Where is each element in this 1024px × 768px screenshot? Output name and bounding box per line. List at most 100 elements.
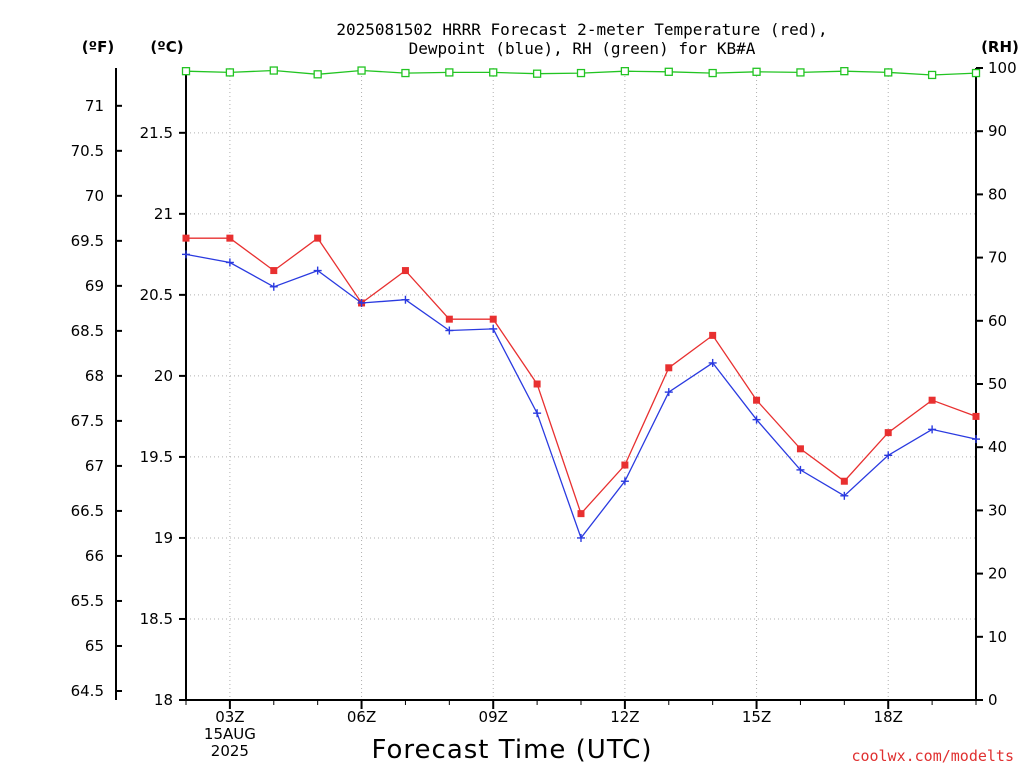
dewpoint-point: [708, 358, 717, 367]
temperature-point: [182, 234, 190, 242]
rh-tick-label: 60: [988, 312, 1007, 330]
fahrenheit-tick-label: 65.5: [71, 592, 104, 610]
dewpoint-point: [884, 451, 893, 460]
dewpoint-point: [620, 477, 629, 486]
dewpoint-point: [840, 491, 849, 500]
temperature-point: [533, 380, 541, 388]
x-tick-label: 09Z: [479, 708, 508, 726]
celsius-tick-label: 18.5: [140, 610, 173, 628]
rh-tick-label: 50: [988, 375, 1007, 393]
fahrenheit-tick-label: 70: [85, 187, 104, 205]
rh-point: [664, 67, 673, 76]
dewpoint-point: [664, 388, 673, 397]
rh-point: [313, 70, 322, 79]
x-tick-label: 2025: [211, 742, 249, 760]
dewpoint-point: [269, 282, 278, 291]
fahrenheit-tick-label: 69: [85, 277, 104, 295]
rh-point: [620, 67, 630, 76]
temperature-point: [840, 477, 848, 485]
x-tick-label: 15AUG: [204, 725, 256, 743]
fahrenheit-tick-label: 67.5: [71, 412, 104, 430]
temperature-point: [401, 267, 409, 275]
fahrenheit-tick-label: 68: [85, 367, 104, 385]
rh-tick-label: 40: [988, 438, 1007, 456]
dewpoint-point: [928, 425, 937, 434]
dewpoint-point: [533, 409, 542, 418]
axes: 18 18.5 19 19.5 20 20.5 21 21.5 64.5 65 65.5 66 66.5…: [71, 59, 1017, 709]
series-layer: [181, 66, 981, 542]
temperature-point: [226, 234, 234, 242]
dewpoint-point: [577, 533, 585, 542]
temperature-point: [577, 510, 585, 518]
dewpoint-point: [445, 326, 454, 335]
temperature-point: [796, 445, 804, 453]
rh-point: [927, 70, 937, 80]
celsius-unit-label: (ºC): [150, 38, 183, 56]
celsius-tick-label: 20.5: [140, 286, 173, 304]
x-tick-label: 03Z: [215, 708, 244, 726]
rh-point: [269, 66, 278, 75]
fahrenheit-tick-label: 64.5: [71, 682, 104, 700]
x-tick-label: 15Z: [742, 708, 771, 726]
dewpoint-point: [972, 435, 980, 444]
temperature-point: [489, 315, 497, 323]
fahrenheit-tick-label: 71: [85, 97, 104, 115]
chart-title-line-2: Dewpoint (blue), RH (green) for KB#A: [409, 39, 756, 58]
temperature-point: [884, 429, 892, 437]
rh-point: [884, 68, 893, 77]
fahrenheit-tick-label: 67: [85, 457, 104, 475]
fahrenheit-tick-label: 66: [85, 547, 104, 565]
grid-lines: [186, 68, 976, 701]
rh-point: [181, 67, 191, 76]
rh-point: [489, 68, 498, 77]
dewpoint-point: [489, 324, 498, 333]
temperature-point: [314, 234, 322, 242]
fahrenheit-tick-label: 65: [85, 637, 104, 655]
fahrenheit-tick-label: 66.5: [71, 502, 104, 520]
temperature-series-line: [186, 237, 977, 515]
rh-tick-label: 100: [988, 59, 1017, 77]
rh-point: [532, 69, 542, 78]
fahrenheit-tick-label: 70.5: [71, 142, 104, 160]
x-axis-label: Forecast Time (UTC): [371, 735, 652, 765]
rh-unit-label: (RH): [981, 38, 1019, 56]
dewpoint-point: [796, 465, 805, 474]
temperature-point: [709, 331, 717, 339]
rh-tick-label: 30: [988, 501, 1007, 519]
rh-point: [401, 68, 410, 78]
temperature-point: [270, 267, 278, 275]
celsius-tick-label: 18: [154, 691, 173, 709]
rh-point: [708, 68, 717, 78]
fahrenheit-tick-label: 69.5: [71, 232, 104, 250]
rh-point: [445, 68, 454, 77]
rh-tick-label: 70: [988, 249, 1007, 267]
celsius-tick-label: 21.5: [140, 124, 173, 142]
rh-point: [576, 68, 586, 78]
celsius-tick-label: 21: [154, 205, 173, 223]
x-tick-label: 06Z: [347, 708, 376, 726]
dewpoint-series-line: [185, 253, 977, 540]
x-tick-label: 18Z: [874, 708, 903, 726]
temperature-point: [621, 461, 629, 469]
fahrenheit-tick-label: 68.5: [71, 322, 104, 340]
rh-point: [357, 66, 366, 75]
temperature-point: [665, 364, 673, 372]
rh-tick-label: 20: [988, 565, 1007, 583]
celsius-tick-label: 20: [154, 367, 173, 385]
rh-point: [225, 68, 235, 77]
rh-point: [840, 67, 849, 76]
chart-title-line-1: 2025081502 HRRR Forecast 2-meter Tempera…: [336, 20, 827, 39]
rh-point: [971, 68, 981, 78]
dewpoint-point: [182, 250, 190, 259]
dewpoint-point: [313, 266, 322, 275]
celsius-tick-label: 19.5: [140, 448, 173, 466]
temperature-point: [972, 412, 980, 420]
temperature-point: [445, 315, 453, 323]
rh-tick-label: 80: [988, 185, 1007, 203]
rh-point: [796, 68, 805, 77]
dewpoint-point: [401, 295, 410, 304]
rh-point: [752, 67, 761, 76]
dewpoint-point: [357, 298, 366, 307]
